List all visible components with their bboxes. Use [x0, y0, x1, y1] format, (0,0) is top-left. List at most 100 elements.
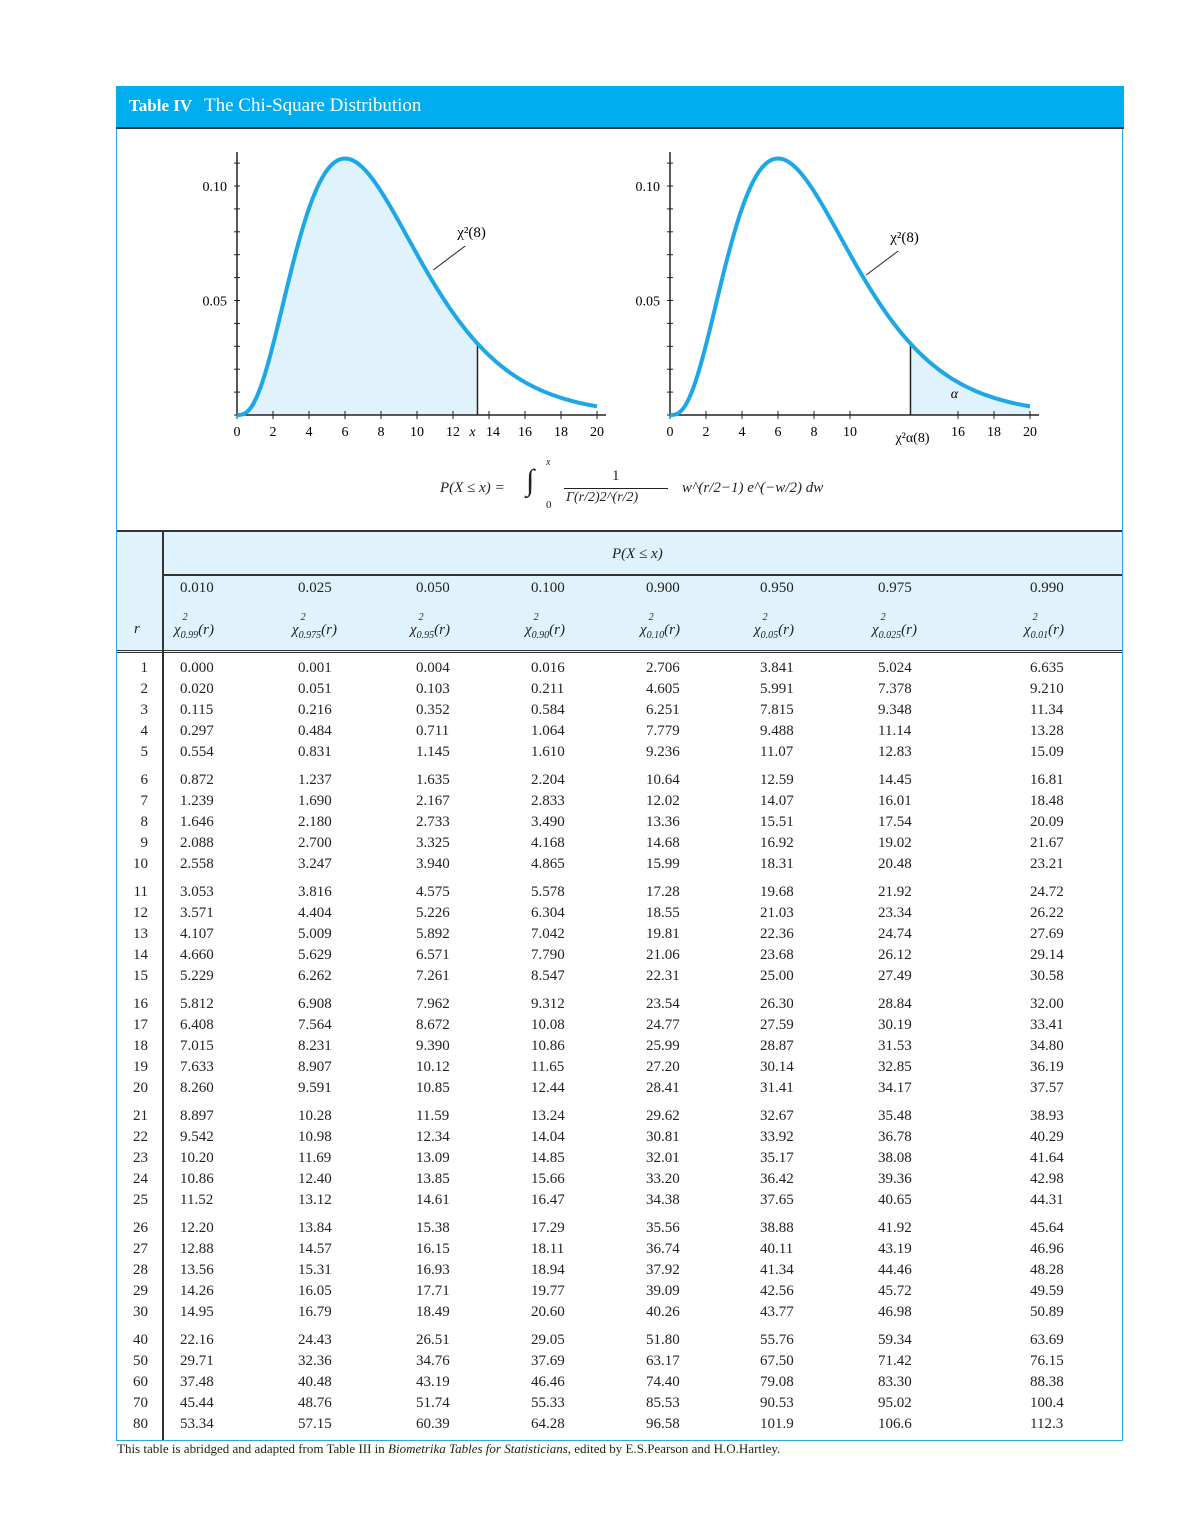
critical-value: 3.247: [298, 856, 332, 872]
critical-value: 0.831: [298, 744, 332, 760]
critical-value: 20.60: [531, 1304, 565, 1320]
critical-value: 39.09: [646, 1283, 680, 1299]
critical-value: 32.67: [760, 1108, 794, 1124]
critical-value: 27.49: [878, 968, 912, 984]
curve-label: χ²(8): [456, 225, 486, 241]
degrees-of-freedom: 2: [140, 681, 149, 697]
x-tick-label: 16: [518, 425, 532, 440]
critical-value: 10.64: [646, 772, 680, 788]
critical-value: 2.088: [180, 835, 214, 851]
critical-value: 51.80: [646, 1332, 680, 1348]
critical-value: 13.24: [531, 1108, 565, 1124]
critical-value: 85.53: [646, 1395, 680, 1411]
critical-value: 23.54: [646, 996, 680, 1012]
critical-value: 7.815: [760, 702, 794, 718]
density-curve: [669, 156, 1031, 417]
critical-value: 17.54: [878, 814, 912, 830]
critical-value: 3.571: [180, 905, 214, 921]
x-tick-label: 12: [446, 425, 460, 440]
critical-value: 12.59: [760, 772, 794, 788]
critical-value: 11.52: [180, 1192, 214, 1208]
x-tick-label: 10: [843, 425, 857, 440]
critical-value: 21.03: [760, 905, 794, 921]
critical-value: 0.004: [416, 660, 450, 676]
critical-value: 18.94: [531, 1262, 565, 1278]
degrees-of-freedom: 5: [140, 744, 149, 760]
alpha-label: α: [951, 387, 959, 402]
critical-value: 9.390: [416, 1038, 450, 1054]
density-plots: 0.10 0.05 0 2 4 6 8 10 12 14 16 18 20 x χ²(8) 0.10 0.05 0…: [203, 152, 1039, 446]
critical-value: 36.74: [646, 1241, 680, 1257]
degrees-of-freedom: 11: [133, 884, 148, 900]
critical-value: 3.325: [416, 835, 450, 851]
critical-value: 4.168: [531, 835, 565, 851]
critical-value: 48.28: [1030, 1262, 1064, 1278]
critical-value: 76.15: [1030, 1353, 1064, 1369]
x-tick-label: 6: [342, 425, 349, 440]
x-tick-label: 10: [410, 425, 424, 440]
critical-value: 0.584: [531, 702, 565, 718]
critical-value: 12.88: [180, 1241, 214, 1257]
critical-value: 5.024: [878, 660, 912, 676]
critical-value: 9.542: [180, 1129, 214, 1145]
quantile-header: χ20.025(r): [872, 612, 917, 641]
critical-value: 37.57: [1030, 1080, 1064, 1096]
critical-value: 40.26: [646, 1304, 680, 1320]
critical-value: 1.635: [416, 772, 450, 788]
critical-value: 13.09: [416, 1150, 450, 1166]
critical-value: 10.08: [531, 1017, 565, 1033]
critical-value: 8.907: [298, 1059, 332, 1075]
critical-value: 0.051: [298, 681, 332, 697]
quantile-header: χ20.10(r): [640, 612, 680, 641]
critical-value: 38.93: [1030, 1108, 1064, 1124]
critical-value: 67.50: [760, 1353, 794, 1369]
critical-value: 57.15: [298, 1416, 332, 1432]
critical-value: 12.02: [646, 793, 680, 809]
x-tick-label: 0: [234, 425, 241, 440]
critical-value: 11.14: [878, 723, 912, 739]
critical-value: 42.98: [1030, 1171, 1064, 1187]
degrees-of-freedom: 7: [140, 793, 149, 809]
critical-value: 16.79: [298, 1304, 332, 1320]
critical-value: 20.09: [1030, 814, 1064, 830]
critical-value: 7.779: [646, 723, 680, 739]
critical-value: 12.83: [878, 744, 912, 760]
critical-value: 12.20: [180, 1220, 214, 1236]
critical-value: 15.99: [646, 856, 680, 872]
critical-value: 36.42: [760, 1171, 794, 1187]
shaded-area: [910, 343, 1030, 415]
x-tick-label: 16: [951, 425, 965, 440]
r-header: r: [134, 621, 140, 637]
critical-value: 3.940: [416, 856, 450, 872]
shaded-area: [237, 158, 478, 415]
critical-value: 13.12: [298, 1192, 332, 1208]
critical-value: 0.872: [180, 772, 214, 788]
critical-value: 14.04: [531, 1129, 565, 1145]
critical-value: 19.68: [760, 884, 794, 900]
degrees-of-freedom: 40: [133, 1332, 148, 1348]
density-curve: [236, 156, 598, 417]
y-tick-label: 0.05: [203, 295, 228, 310]
critical-value: 19.81: [646, 926, 680, 942]
critical-value: 1.064: [531, 723, 565, 739]
critical-value: 9.488: [760, 723, 794, 739]
degrees-of-freedom: 12: [133, 905, 148, 921]
critical-value: 8.547: [531, 968, 565, 984]
critical-value: 2.180: [298, 814, 332, 830]
critical-value: 35.17: [760, 1150, 794, 1166]
critical-value: 5.629: [298, 947, 332, 963]
critical-value: 13.56: [180, 1262, 214, 1278]
critical-value: 30.14: [760, 1059, 794, 1075]
critical-value: 17.28: [646, 884, 680, 900]
critical-value: 40.29: [1030, 1129, 1064, 1145]
critical-value: 83.30: [878, 1374, 912, 1390]
critical-value: 74.40: [646, 1374, 680, 1390]
degrees-of-freedom: 30: [133, 1304, 148, 1320]
lower-limit: 0: [546, 499, 552, 511]
critical-value: 24.77: [646, 1017, 680, 1033]
critical-value: 30.19: [878, 1017, 912, 1033]
critical-value: 38.88: [760, 1220, 794, 1236]
x-tick-label: 14: [486, 425, 500, 440]
critical-value: 63.17: [646, 1353, 680, 1369]
